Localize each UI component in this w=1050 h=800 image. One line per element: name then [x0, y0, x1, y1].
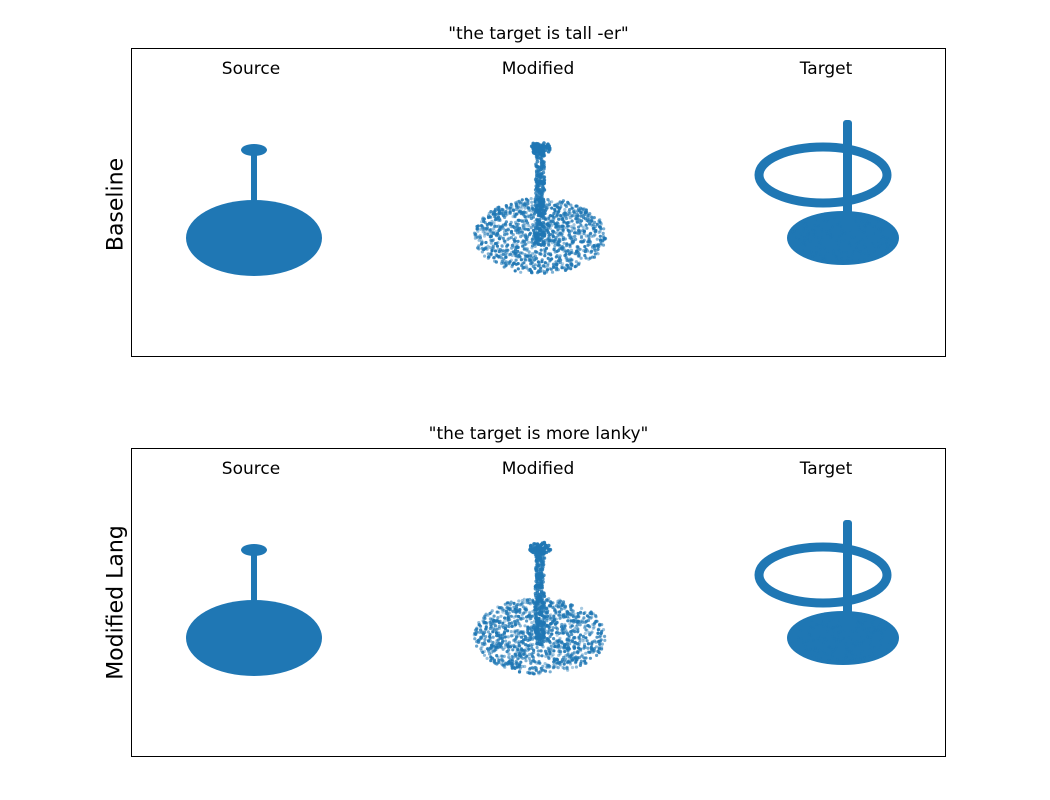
panel-1-target-ring-table-cloud — [754, 120, 899, 265]
panel-1-source-table-cloud — [186, 144, 322, 276]
panel-2-col-source: Source — [221, 459, 281, 479]
panel-2-title: "the target is more lanky" — [428, 424, 649, 444]
panel-2-frame — [131, 448, 946, 757]
panel-1-title: "the target is tall -er" — [448, 24, 629, 44]
panel-1-col-source: Source — [221, 59, 281, 79]
panel-2-col-target: Target — [799, 459, 853, 479]
panel-1-frame — [131, 48, 946, 357]
panel-1-modified-table-cloud — [472, 141, 608, 275]
panel-2-col-modified: Modified — [501, 459, 575, 479]
panel-2-target-ring-table-cloud — [754, 520, 899, 665]
panel-1-col-target: Target — [799, 59, 853, 79]
panel-1-col-modified: Modified — [501, 59, 575, 79]
panel-2-source-table-cloud — [186, 544, 322, 676]
panel-2-modified-table-cloud — [472, 540, 607, 676]
